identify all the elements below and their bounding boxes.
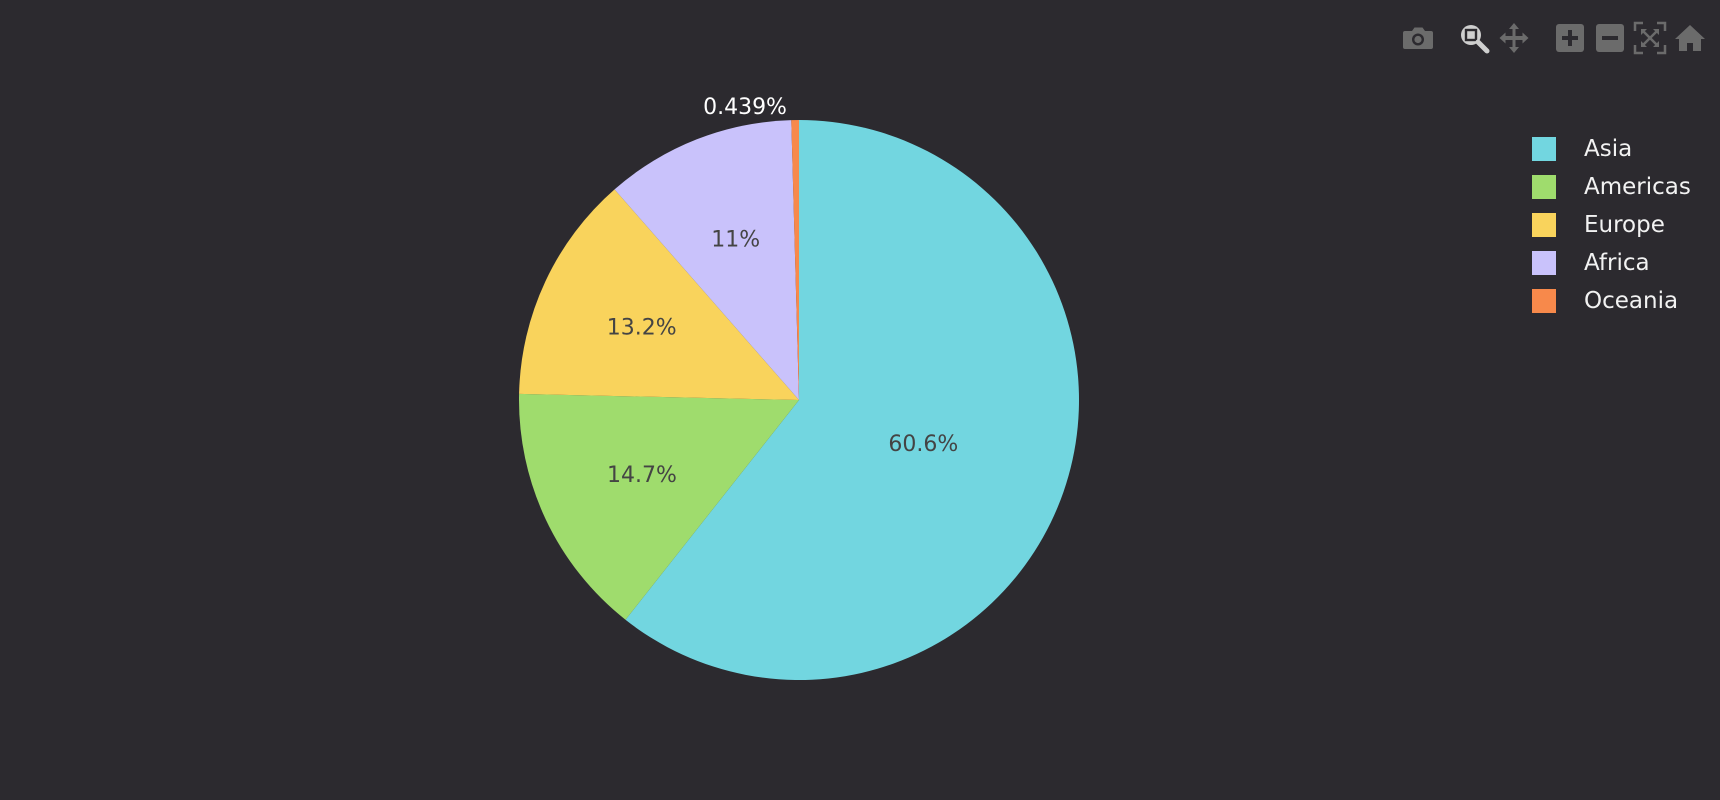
home-icon <box>1675 25 1705 51</box>
legend-item-africa[interactable]: Africa <box>1532 244 1691 282</box>
modebar <box>1398 18 1710 58</box>
legend-label: Oceania <box>1584 288 1679 314</box>
slice-label-oceania: 0.439% <box>703 95 787 120</box>
slice-label-asia: 60.6% <box>888 432 958 457</box>
legend-label: Asia <box>1584 136 1633 162</box>
zoom-in-icon <box>1556 24 1584 52</box>
legend-swatch <box>1532 137 1556 161</box>
legend: Asia Americas Europe Africa Oceania <box>1532 130 1691 320</box>
autoscale-button[interactable] <box>1630 18 1670 58</box>
pie-slice-americas[interactable] <box>519 393 799 620</box>
pan-button[interactable] <box>1494 18 1534 58</box>
legend-item-europe[interactable]: Europe <box>1532 206 1691 244</box>
legend-item-americas[interactable]: Americas <box>1532 168 1691 206</box>
download-png-button[interactable] <box>1398 18 1438 58</box>
camera-icon <box>1403 27 1433 49</box>
zoom-out-button[interactable] <box>1590 18 1630 58</box>
pie-slice-oceania[interactable] <box>791 120 799 400</box>
legend-label: Americas <box>1584 174 1691 200</box>
reset-axes-button[interactable] <box>1670 18 1710 58</box>
pie-slice-europe[interactable] <box>519 189 799 400</box>
zoom-out-icon <box>1596 24 1624 52</box>
legend-swatch <box>1532 175 1556 199</box>
zoom-in-button[interactable] <box>1550 18 1590 58</box>
legend-swatch <box>1532 251 1556 275</box>
slice-label-americas: 14.7% <box>607 463 677 488</box>
legend-swatch <box>1532 289 1556 313</box>
legend-swatch <box>1532 213 1556 237</box>
zoom-icon <box>1461 25 1490 54</box>
legend-label: Europe <box>1584 212 1665 238</box>
pie-slice-africa[interactable] <box>614 120 799 401</box>
legend-item-oceania[interactable]: Oceania <box>1532 282 1691 320</box>
zoom-button[interactable] <box>1454 18 1494 58</box>
legend-item-asia[interactable]: Asia <box>1532 130 1691 168</box>
slice-label-africa: 11% <box>711 227 760 252</box>
autoscale-icon <box>1633 21 1667 55</box>
slice-label-europe: 13.2% <box>607 316 677 341</box>
legend-label: Africa <box>1584 250 1650 276</box>
pie-slice-asia[interactable] <box>625 120 1079 680</box>
pan-icon <box>1499 23 1529 53</box>
